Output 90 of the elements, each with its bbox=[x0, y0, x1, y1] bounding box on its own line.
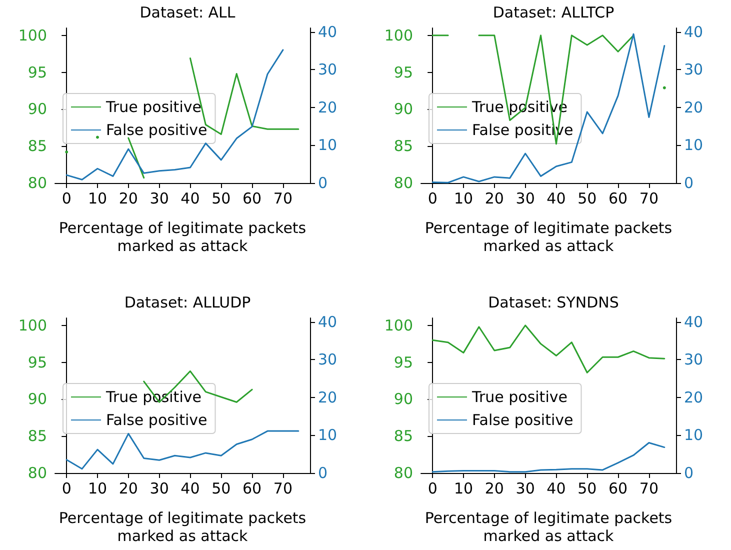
x-tick-label: 60 bbox=[608, 190, 628, 208]
x-tick-label: 20 bbox=[118, 190, 138, 208]
x-axis-title: Percentage of legitimate packets marked as attack bbox=[424, 219, 672, 255]
x-tick-label: 40 bbox=[180, 480, 200, 498]
y-tick-label: 100 bbox=[18, 26, 47, 44]
x-axis-title: Percentage of legitimate packets marked as attack bbox=[424, 509, 672, 545]
chart-title: Dataset: ALL bbox=[140, 4, 236, 22]
x-tick-label: 10 bbox=[454, 190, 474, 208]
legend-label: True positive bbox=[105, 98, 202, 116]
x-tick-label: 50 bbox=[578, 480, 597, 498]
y2-tick-label: 10 bbox=[684, 136, 704, 154]
y2-tick-label: 10 bbox=[684, 426, 704, 444]
y-tick-label: 95 bbox=[394, 63, 413, 82]
x-tick-label: 60 bbox=[242, 480, 262, 498]
y-tick-label: 80 bbox=[394, 174, 413, 192]
y2-tick-label: 40 bbox=[684, 312, 704, 331]
y-tick-label: 80 bbox=[394, 464, 413, 482]
x-tick-label: 60 bbox=[242, 190, 262, 208]
y-tick-label: 85 bbox=[394, 137, 413, 156]
x-tick-label: 40 bbox=[546, 190, 566, 208]
legend-label: True positive bbox=[471, 388, 568, 406]
y2-tick-label: 20 bbox=[684, 388, 704, 406]
y2-tick-label: 0 bbox=[318, 464, 328, 482]
x-tick-label: 30 bbox=[150, 190, 169, 208]
y2-tick-label: 0 bbox=[684, 464, 694, 482]
x-tick-label: 0 bbox=[428, 480, 438, 498]
y2-tick-label: 30 bbox=[684, 350, 704, 369]
y-tick-label: 80 bbox=[28, 174, 47, 192]
x-tick-label: 0 bbox=[428, 190, 438, 208]
y2-tick-label: 30 bbox=[318, 350, 338, 369]
y-tick-label: 100 bbox=[18, 316, 47, 334]
y-tick-label: 85 bbox=[394, 427, 413, 446]
x-tick-label: 70 bbox=[273, 480, 292, 498]
line-series bbox=[66, 49, 284, 180]
y2-tick-label: 20 bbox=[684, 98, 704, 116]
x-tick-label: 60 bbox=[608, 480, 628, 498]
y-tick-label: 100 bbox=[384, 316, 413, 334]
y2-tick-label: 10 bbox=[318, 426, 338, 444]
y-tick-label: 95 bbox=[394, 353, 413, 372]
y-tick-label: 95 bbox=[28, 63, 47, 82]
x-tick-label: 20 bbox=[484, 480, 504, 498]
y-tick-label: 85 bbox=[28, 427, 47, 446]
y-tick-label: 90 bbox=[394, 100, 413, 118]
x-tick-label: 50 bbox=[212, 480, 231, 498]
legend-label: False positive bbox=[472, 411, 574, 429]
line-series bbox=[432, 324, 666, 374]
chart-title: Dataset: ALLUDP bbox=[124, 294, 251, 312]
y2-tick-label: 20 bbox=[318, 388, 338, 406]
legend-label: False positive bbox=[106, 411, 208, 429]
y-tick-label: 90 bbox=[28, 100, 47, 118]
x-tick-label: 30 bbox=[516, 190, 535, 208]
x-axis-title: Percentage of legitimate packets marked as attack bbox=[58, 219, 306, 255]
legend-label: False positive bbox=[106, 121, 208, 139]
y-tick-label: 90 bbox=[394, 390, 413, 408]
line-series bbox=[432, 33, 666, 184]
x-tick-label: 10 bbox=[88, 190, 108, 208]
x-axis-title: Percentage of legitimate packets marked as attack bbox=[58, 509, 306, 545]
line-series bbox=[66, 430, 300, 470]
x-tick-label: 70 bbox=[639, 190, 658, 208]
y2-tick-label: 20 bbox=[318, 98, 338, 116]
y-tick-label: 80 bbox=[28, 464, 47, 482]
y2-tick-label: 10 bbox=[318, 136, 338, 154]
y-tick-label: 100 bbox=[384, 26, 413, 44]
x-tick-label: 50 bbox=[212, 190, 231, 208]
x-tick-label: 20 bbox=[118, 480, 138, 498]
x-tick-label: 70 bbox=[273, 190, 292, 208]
x-tick-label: 0 bbox=[62, 480, 72, 498]
x-tick-label: 10 bbox=[88, 480, 108, 498]
y2-tick-label: 0 bbox=[318, 174, 328, 192]
chart-title: Dataset: SYNDNS bbox=[488, 294, 619, 312]
x-tick-label: 10 bbox=[454, 480, 474, 498]
y2-tick-label: 40 bbox=[318, 22, 338, 41]
x-tick-label: 0 bbox=[62, 190, 72, 208]
x-tick-label: 50 bbox=[578, 190, 597, 208]
line-series bbox=[432, 442, 666, 473]
x-tick-label: 40 bbox=[546, 480, 566, 498]
x-tick-label: 30 bbox=[516, 480, 535, 498]
x-tick-label: 20 bbox=[484, 190, 504, 208]
y2-tick-label: 30 bbox=[684, 60, 704, 79]
y2-tick-label: 40 bbox=[684, 22, 704, 41]
y2-tick-label: 0 bbox=[684, 174, 694, 192]
x-tick-label: 70 bbox=[639, 480, 658, 498]
y-tick-label: 95 bbox=[28, 353, 47, 372]
chart-title: Dataset: ALLTCP bbox=[492, 4, 614, 22]
y2-tick-label: 40 bbox=[318, 312, 338, 331]
y-tick-label: 90 bbox=[28, 390, 47, 408]
y2-tick-label: 30 bbox=[318, 60, 338, 79]
y-tick-label: 85 bbox=[28, 137, 47, 156]
x-tick-label: 40 bbox=[180, 190, 200, 208]
x-tick-label: 30 bbox=[150, 480, 169, 498]
